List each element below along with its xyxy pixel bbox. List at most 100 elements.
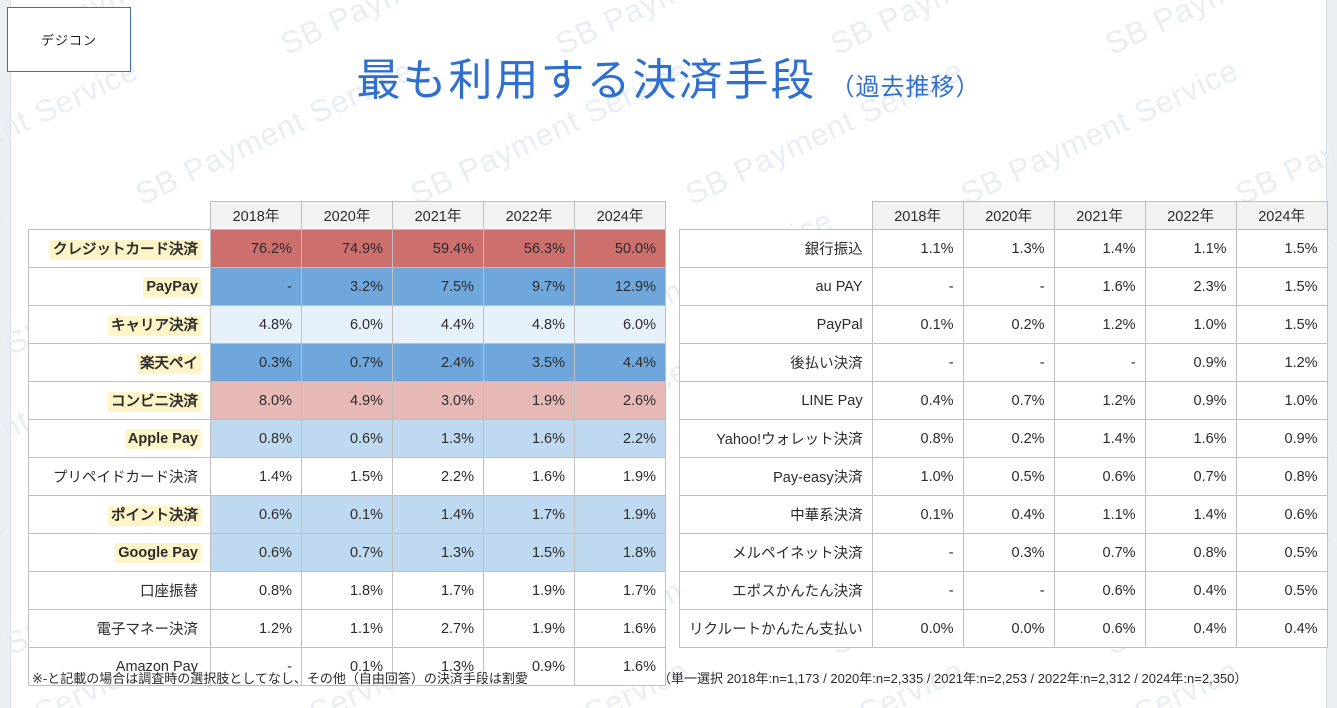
left-data-cell: 8.0% — [210, 381, 302, 420]
page-title-main: 最も利用する決済手段 — [356, 56, 817, 105]
row-label-text: キャリア決済 — [108, 316, 201, 336]
left-table-header-row: 2018年 2020年 2021年 2022年 2024年 — [29, 201, 666, 230]
left-row-label: プリペイドカード決済 — [28, 457, 211, 496]
left-data-cell: 1.6% — [574, 609, 666, 648]
right-table-body: 銀行振込 1.1% 1.3% 1.4% 1.1% 1.5% au PAY - -1.6% 2.3%… — [679, 229, 1328, 648]
row-label-text: Pay-easy決済 — [773, 470, 863, 486]
row-label-text: PayPay — [143, 276, 201, 297]
left-data-cell: 4.9% — [301, 381, 393, 420]
right-data-cell: - — [871, 571, 964, 610]
row-label-text: リクルートかんたん支払い — [689, 622, 863, 638]
left-data-cell: 0.1% — [301, 647, 393, 686]
table-row: 銀行振込 1.1% 1.3% 1.4% 1.1% 1.5% — [679, 229, 1328, 268]
table-row: リクルートかんたん支払い 0.0% 0.0% 0.6% 0.4% 0.4% — [679, 609, 1328, 648]
row-label-text: プリペイドカード決済 — [53, 470, 198, 486]
right-data-cell: 0.6% — [1053, 571, 1146, 610]
table-row: 楽天ペイ 0.3% 0.7% 2.4% 3.5% 4.4% — [28, 343, 666, 382]
row-label-text: Yahoo!ウォレット決済 — [716, 432, 863, 448]
left-data-cell: 1.4% — [210, 457, 302, 496]
row-label-text: エポスかんたん決済 — [732, 584, 863, 600]
right-row-label: 銀行振込 — [679, 229, 873, 268]
footnote-left: ※-と記載の場合は調査時の選択肢としてなし、その他（自由回答）の決済手段は割愛 — [32, 671, 528, 686]
left-row-label: PayPay — [28, 267, 211, 306]
right-data-cell: 1.6% — [1144, 419, 1237, 458]
left-data-cell: 0.1% — [301, 495, 393, 534]
left-data-cell: 56.3% — [483, 229, 575, 268]
left-data-cell: 1.7% — [392, 571, 484, 610]
right-data-cell: 0.0% — [962, 609, 1055, 648]
left-table-col-header: 2018年 — [210, 201, 302, 230]
table-row: 後払い決済 - - -0.9% 1.2% — [679, 343, 1328, 382]
row-label-text: ポイント決済 — [108, 506, 201, 526]
table-row: 電子マネー決済 1.2% 1.1% 2.7% 1.9% 1.6% — [28, 609, 666, 648]
left-edge-band — [0, 0, 11, 708]
right-data-cell: 0.2% — [962, 419, 1055, 458]
right-row-label: リクルートかんたん支払い — [679, 609, 873, 648]
left-data-cell: 6.0% — [574, 305, 666, 344]
row-label-text: メルペイネット決済 — [732, 546, 863, 562]
left-table-head: 2018年 2020年 2021年 2022年 2024年 — [29, 201, 666, 230]
right-data-cell: 0.6% — [1235, 495, 1328, 534]
right-data-cell: 0.4% — [1144, 571, 1237, 610]
left-data-cell: 7.5% — [392, 267, 484, 306]
left-data-cell: 1.2% — [210, 609, 302, 648]
right-data-cell: 0.9% — [1235, 419, 1328, 458]
row-label-text: Amazon Pay — [115, 658, 198, 675]
left-data-cell: 0.6% — [301, 419, 393, 458]
right-data-cell: 1.0% — [1235, 381, 1328, 420]
footnote-right: （単一選択 2018年:n=1,173 / 2020年:n=2,335 / 20… — [658, 671, 1248, 686]
right-row-label: メルペイネット決済 — [679, 533, 873, 572]
left-table-corner-cell — [29, 202, 211, 230]
left-data-cell: 0.6% — [210, 533, 302, 572]
right-data-cell: 0.4% — [962, 495, 1055, 534]
left-data-cell: 1.3% — [392, 419, 484, 458]
page-title-sub: （過去推移） — [830, 74, 981, 101]
logo-text: デジコン — [40, 33, 97, 48]
row-label-text: PayPal — [816, 316, 863, 333]
left-data-cell: 1.1% — [301, 609, 393, 648]
right-data-cell: 2.3% — [1144, 267, 1237, 306]
left-data-cell: - — [210, 267, 302, 306]
left-data-cell: 2.2% — [392, 457, 484, 496]
right-row-label: Pay-easy決済 — [679, 457, 873, 496]
right-data-cell: 1.2% — [1053, 381, 1146, 420]
left-row-label: Amazon Pay — [28, 647, 211, 686]
right-row-label: 後払い決済 — [679, 343, 873, 382]
left-data-cell: 76.2% — [210, 229, 302, 268]
left-data-cell: 4.4% — [574, 343, 666, 382]
left-data-cell: 1.9% — [483, 381, 575, 420]
right-data-cell: 0.8% — [871, 419, 964, 458]
left-data-cell: 4.4% — [392, 305, 484, 344]
left-data-cell: 0.8% — [210, 419, 302, 458]
right-data-cell: 1.0% — [1144, 305, 1237, 344]
right-table-col-header: 2021年 — [1053, 201, 1146, 230]
table-row: コンビニ決済 8.0% 4.9% 3.0% 1.9% 2.6% — [28, 381, 666, 420]
right-table-col-header: 2022年 — [1144, 201, 1237, 230]
page-title: 最も利用する決済手段 （過去推移） — [0, 44, 1337, 108]
right-data-cell: 1.5% — [1235, 229, 1328, 268]
row-label-text: 銀行振込 — [804, 242, 863, 258]
right-row-label: LINE Pay — [679, 381, 873, 420]
right-data-cell: 0.0% — [871, 609, 964, 648]
right-data-cell: 1.1% — [871, 229, 964, 268]
right-data-cell: - — [871, 533, 964, 572]
right-data-cell: 0.9% — [1144, 381, 1237, 420]
right-table-corner-cell — [680, 202, 873, 230]
right-data-cell: 0.4% — [1235, 609, 1328, 648]
right-data-cell: 1.2% — [1053, 305, 1146, 344]
left-data-cell: 1.7% — [483, 495, 575, 534]
left-table-col-header: 2024年 — [574, 201, 666, 230]
table-row: Yahoo!ウォレット決済 0.8% 0.2% 1.4% 1.6% 0.9% — [679, 419, 1328, 458]
right-data-cell: 1.3% — [962, 229, 1055, 268]
table-row: LINE Pay 0.4% 0.7% 1.2% 0.9% 1.0% — [679, 381, 1328, 420]
right-data-cell: 0.9% — [1144, 343, 1237, 382]
right-data-cell: 1.4% — [1053, 229, 1146, 268]
left-data-cell: 3.5% — [483, 343, 575, 382]
left-row-label: キャリア決済 — [28, 305, 211, 344]
left-data-cell: 1.6% — [483, 419, 575, 458]
right-data-cell: 0.5% — [1235, 533, 1328, 572]
left-row-label: 口座振替 — [28, 571, 211, 610]
left-data-cell: 1.6% — [483, 457, 575, 496]
row-label-text: クレジットカード決済 — [50, 240, 201, 260]
left-data-cell: 50.0% — [574, 229, 666, 268]
